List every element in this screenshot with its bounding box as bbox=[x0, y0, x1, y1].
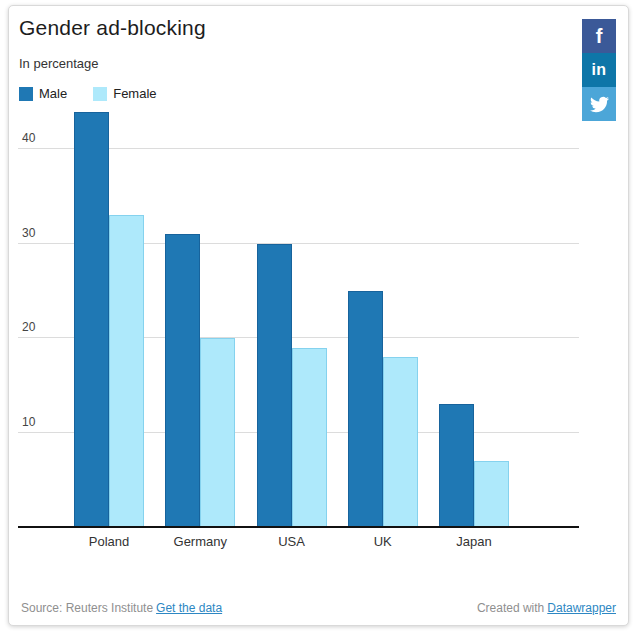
bar-male-japan bbox=[439, 404, 474, 527]
get-the-data-link[interactable]: Get the data bbox=[156, 601, 222, 615]
chart-title: Gender ad-blocking bbox=[19, 16, 206, 40]
credit-label: Created with bbox=[477, 601, 544, 615]
bar-male-germany bbox=[165, 234, 200, 527]
chart-card: Gender ad-blocking In percentage Male Fe… bbox=[8, 5, 629, 626]
bar-male-usa bbox=[257, 244, 292, 527]
y-tick-label-30: 30 bbox=[22, 226, 35, 240]
twitter-share-button[interactable] bbox=[582, 87, 616, 121]
y-tick-label-20: 20 bbox=[22, 320, 35, 334]
x-axis-line bbox=[18, 526, 579, 528]
bar-female-poland bbox=[109, 215, 144, 527]
footer: Source: Reuters InstituteGet the data Cr… bbox=[21, 601, 616, 615]
credit-line: Created withDatawrapper bbox=[477, 601, 616, 615]
bar-female-uk bbox=[383, 357, 418, 527]
bar-female-germany bbox=[200, 338, 235, 527]
x-axis-label-poland: Poland bbox=[63, 534, 155, 549]
bar-female-japan bbox=[474, 461, 509, 527]
facebook-share-button[interactable]: f bbox=[582, 19, 616, 53]
linkedin-share-button[interactable]: in bbox=[582, 53, 616, 87]
chart-subtitle: In percentage bbox=[19, 56, 99, 71]
x-axis-label-japan: Japan bbox=[428, 534, 520, 549]
y-tick-label-40: 40 bbox=[22, 131, 35, 145]
bar-male-uk bbox=[348, 291, 383, 527]
y-tick-label-10: 10 bbox=[22, 415, 35, 429]
x-axis-label-germany: Germany bbox=[154, 534, 246, 549]
x-axis-label-uk: UK bbox=[337, 534, 429, 549]
datawrapper-link[interactable]: Datawrapper bbox=[547, 601, 616, 615]
bar-female-usa bbox=[292, 348, 327, 527]
x-axis-label-usa: USA bbox=[246, 534, 338, 549]
linkedin-icon: in bbox=[591, 61, 606, 79]
source-line: Source: Reuters InstituteGet the data bbox=[21, 601, 222, 615]
plot-area: 10203040PolandGermanyUSAUKJapan bbox=[18, 96, 579, 527]
source-label: Source: Reuters Institute bbox=[21, 601, 153, 615]
facebook-icon: f bbox=[596, 25, 603, 48]
twitter-bird-icon bbox=[590, 95, 609, 114]
share-buttons: f in bbox=[582, 19, 616, 121]
bar-male-poland bbox=[74, 112, 109, 527]
